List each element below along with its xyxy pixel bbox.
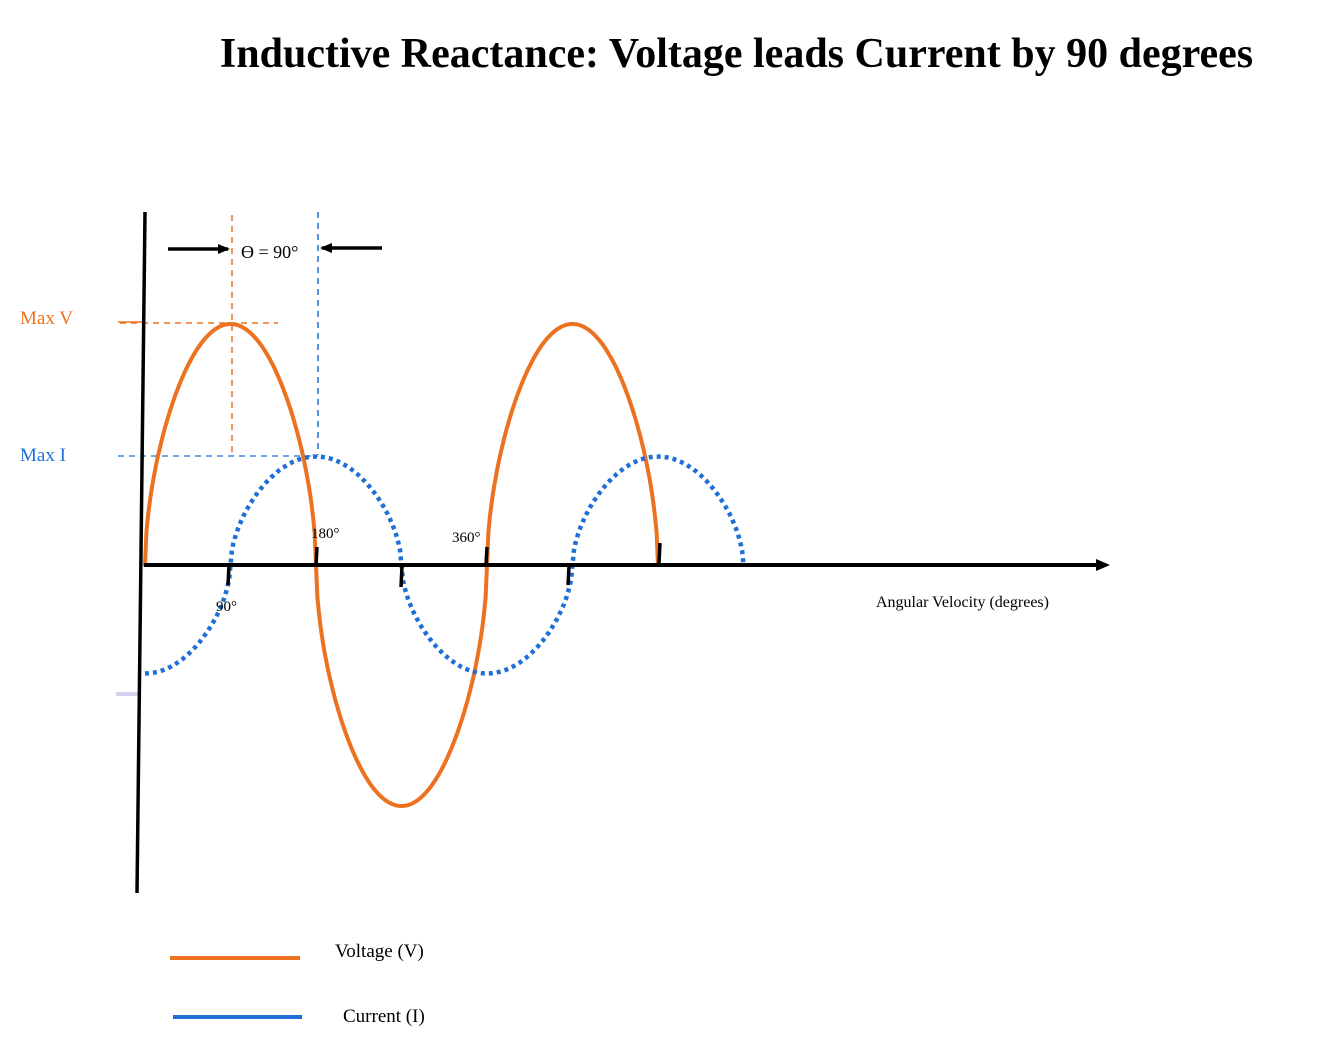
max-i-label: Max I (20, 445, 66, 466)
legend-voltage-label: Voltage (V) (335, 941, 424, 962)
voltage-wave (143, 322, 660, 808)
tick-label-90: 90° (216, 599, 237, 615)
tick-label-360: 360° (452, 530, 481, 546)
y-axis (135, 211, 147, 894)
diagram-title: Inductive Reactance: Voltage leads Curre… (219, 31, 1254, 77)
tick-label-180: 180° (311, 526, 340, 542)
legend-current-label: Current (I) (343, 1006, 425, 1027)
max-v-label: Max V (20, 308, 73, 329)
phase-angle-label: Ө = 90° (241, 242, 298, 262)
x-axis-label: Angular Velocity (degrees) (876, 594, 1049, 611)
legend: Voltage (V) Current (I) (170, 941, 425, 1027)
tick-270 (399, 565, 404, 588)
tick-360 (484, 546, 489, 567)
current-wave (144, 454, 746, 676)
tick-450 (566, 565, 571, 586)
x-axis-arrowhead (1096, 559, 1110, 571)
tick-90 (226, 564, 231, 586)
tick-180 (314, 546, 319, 567)
tick-540 (657, 542, 662, 564)
